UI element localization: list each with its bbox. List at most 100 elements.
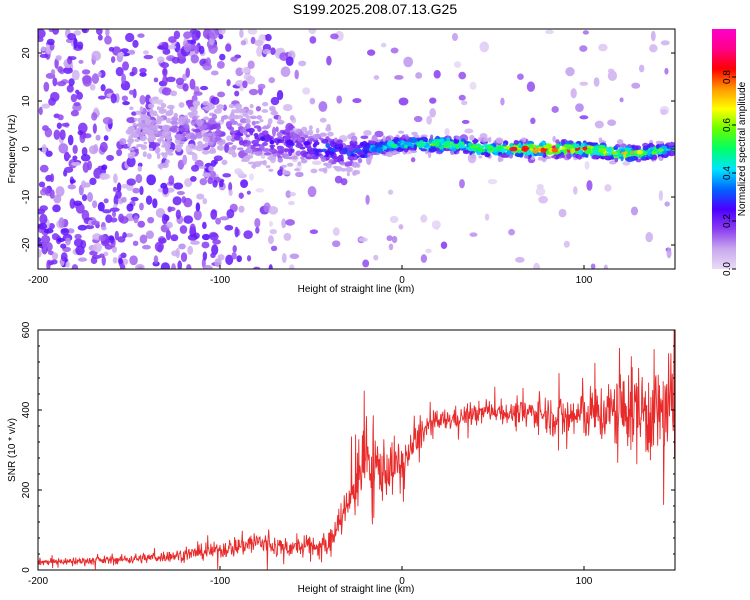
spectrogram-blob xyxy=(116,149,123,157)
spectrogram-blob xyxy=(225,43,232,52)
spectrogram-blob xyxy=(234,226,239,238)
spectrogram-ridge-blob xyxy=(275,126,279,133)
spectrogram-ridge-blob xyxy=(305,156,313,160)
spectrogram-ridge-blob xyxy=(575,143,580,149)
spectrogram-blob xyxy=(194,44,200,55)
spectrogram-blob xyxy=(46,38,55,46)
spectrogram-blob xyxy=(131,111,137,116)
spectrogram-blob xyxy=(340,178,348,186)
spectrogram-blob xyxy=(100,84,106,92)
spectrogram-ridge-blob xyxy=(185,133,190,137)
spectrogram-ridge-blob xyxy=(338,161,346,165)
spectrogram-ridge-blob xyxy=(350,132,356,136)
spectrogram-ridge-blob xyxy=(272,108,277,115)
spectrogram-blob xyxy=(145,230,155,239)
spectrogram-blob xyxy=(65,153,72,159)
spectrogram-ridge-blob xyxy=(495,137,504,144)
spectrogram-ridge-blob xyxy=(277,157,283,163)
spectrogram-blob xyxy=(238,192,244,199)
spectrogram-ridge-blob xyxy=(413,144,417,151)
spectrogram-ridge-blob xyxy=(455,144,460,150)
spectrogram-blob xyxy=(584,160,590,170)
spectrogram-blob xyxy=(51,233,59,241)
spectrogram-blob xyxy=(120,252,127,259)
spectrogram-ridge-blob xyxy=(325,153,329,158)
spectrogram-ridge-blob xyxy=(187,151,195,156)
spectrogram-ridge-blob xyxy=(134,138,140,142)
spectrogram-blob xyxy=(464,128,474,134)
spectrogram-blob xyxy=(120,48,129,53)
spectrogram-blob xyxy=(180,252,188,263)
spectrogram-ridge-blob xyxy=(498,156,504,162)
spectrogram-ridge-blob xyxy=(264,152,272,156)
spectrogram-ridge-blob xyxy=(192,109,198,116)
spectrogram-ridge-blob xyxy=(613,145,618,150)
spectrogram-blob xyxy=(54,58,59,69)
spectrogram-blob xyxy=(145,195,153,205)
spectrogram-ridge-blob xyxy=(269,139,275,144)
spectrogram-ridge-blob xyxy=(508,154,514,159)
spectrogram-blob xyxy=(285,56,294,66)
spectrogram-ridge-blob xyxy=(642,145,649,151)
spectrogram-ridge-blob xyxy=(231,145,237,150)
spectrogram-ridge-blob xyxy=(160,102,167,109)
spectrogram-ridge-blob xyxy=(339,154,344,159)
spectrogram-ridge-blob xyxy=(251,139,259,145)
spectrogram-blob xyxy=(287,200,295,206)
spectrogram-blob xyxy=(307,186,317,198)
spectrogram-blob xyxy=(182,154,188,166)
spectrogram-blob xyxy=(239,85,244,92)
spectrogram-ridge-blob xyxy=(297,131,305,137)
spectrogram-blob xyxy=(603,264,608,269)
spectrogram-blob xyxy=(276,90,284,101)
spectrogram-ridge-blob xyxy=(356,155,360,159)
spectrogram-blob xyxy=(459,179,465,189)
spectrogram-ridge-blob xyxy=(658,156,663,160)
spectrogram-ridge-blob xyxy=(135,110,142,115)
spectrogram-ridge-blob xyxy=(146,153,152,160)
spectrogram-ridge-blob xyxy=(245,115,251,119)
spectrogram-blob xyxy=(224,143,230,153)
spectrogram-blob xyxy=(178,243,186,250)
spectrogram-blob xyxy=(157,243,163,253)
spectrogram-ridge-blob xyxy=(258,160,266,165)
spectrogram-blob xyxy=(162,67,168,77)
spectrogram-blob xyxy=(281,218,287,229)
y-tick-label: -10 xyxy=(21,189,32,204)
spectrogram-blob xyxy=(128,49,136,55)
spectrogram-ridge-blob xyxy=(135,146,139,150)
spectrogram-ridge-blob xyxy=(570,148,576,154)
spectrogram-blob xyxy=(166,221,173,229)
spectrogram-blob xyxy=(76,41,84,49)
snr-y-axis-title: SNR (10 * v/v) xyxy=(7,418,18,482)
spectrogram-ridge-blob xyxy=(238,140,245,146)
spectrogram-blob xyxy=(132,39,139,48)
spectrogram-ridge-blob xyxy=(234,134,241,141)
spectrogram-ridge-blob xyxy=(551,147,558,153)
spectrogram-ridge-blob xyxy=(222,114,229,120)
spectrogram-ridge-blob xyxy=(216,104,225,110)
spectrogram-blob xyxy=(68,78,75,87)
spectrogram-blob xyxy=(658,190,663,201)
spectrogram-ridge-blob xyxy=(259,119,264,123)
spectrogram-ridge-blob xyxy=(230,137,236,142)
spectrogram-blobs xyxy=(38,29,675,269)
spectrogram-blob xyxy=(228,182,233,192)
spectrogram-ridge-blob xyxy=(258,144,265,151)
spectrogram-blob xyxy=(43,228,54,234)
spectrogram-blob xyxy=(210,209,218,220)
spectrogram-ridge-blob xyxy=(214,136,222,141)
spectrogram-blob xyxy=(143,50,149,55)
spectrogram-ridge-blob xyxy=(497,144,504,150)
spectrogram-ridge-blob xyxy=(389,147,395,151)
colorbar-ticks: 0.0 0.2 0.4 0.6 0.8 xyxy=(722,70,736,276)
spectrogram-ridge-blob xyxy=(178,102,185,108)
spectrogram-blob xyxy=(451,32,458,42)
spectrogram-ridge-blob xyxy=(526,149,532,156)
spectrogram-ridge-blob xyxy=(360,135,369,140)
spectrogram-blob xyxy=(239,29,244,38)
spectrogram-blob xyxy=(295,171,304,178)
spectrogram-ridge-blob xyxy=(284,128,291,133)
spectrogram-blob xyxy=(119,216,129,224)
spectrogram-blob xyxy=(311,160,322,166)
